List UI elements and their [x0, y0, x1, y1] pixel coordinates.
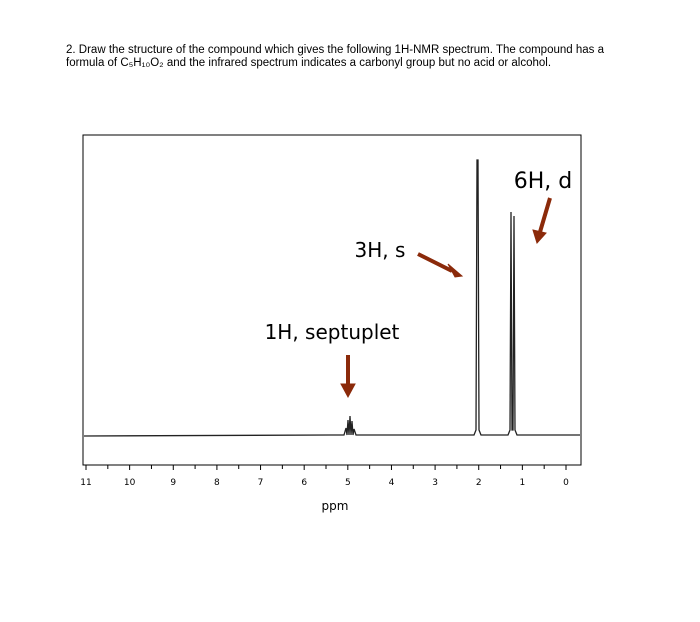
x-tick-label: 11 — [80, 478, 91, 488]
spectrum-trace — [83, 159, 580, 437]
x-tick-label: 1 — [519, 478, 525, 488]
question-text: 2. Draw the structure of the compound wh… — [66, 44, 604, 69]
x-tick-label: 6 — [301, 478, 307, 488]
x-tick-label: 7 — [258, 478, 264, 488]
x-tick-label: 5 — [345, 478, 351, 488]
x-tick-label: 8 — [214, 478, 220, 488]
x-tick-label: 4 — [389, 478, 395, 488]
x-tick-label: 10 — [124, 478, 136, 488]
x-tick-label: 9 — [170, 478, 176, 488]
x-tick-label: 0 — [563, 478, 569, 488]
plot-frame — [82, 134, 582, 466]
x-tick-label: 2 — [476, 478, 482, 488]
annotation: 3H, s — [355, 238, 406, 262]
arrows — [340, 197, 552, 399]
x-tick-label: 3 — [432, 478, 438, 488]
arrow — [417, 252, 453, 273]
arrow-head — [447, 263, 464, 278]
x-axis-label: ppm — [322, 499, 349, 513]
annotation: 6H, d — [514, 169, 573, 194]
arrow — [538, 197, 552, 233]
arrow-head — [340, 383, 356, 399]
arrow-head — [532, 229, 547, 244]
annotation: 1H, septuplet — [265, 320, 400, 344]
